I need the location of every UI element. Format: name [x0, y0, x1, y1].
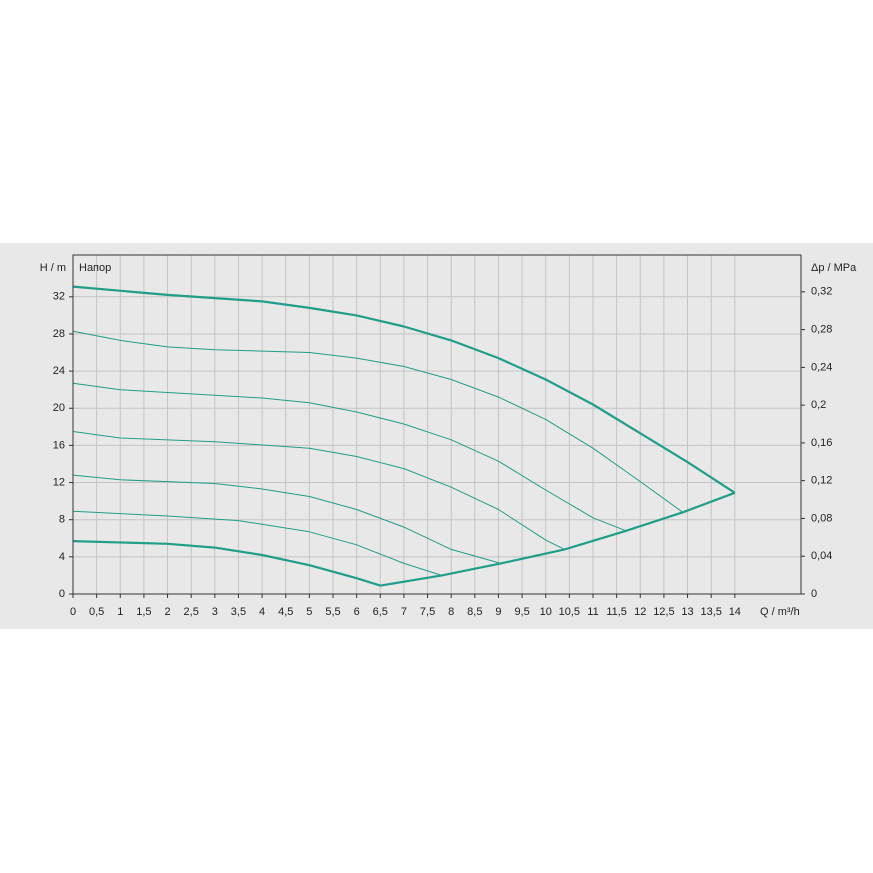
- curve: [380, 491, 736, 587]
- x-tick-label: 8,5: [467, 606, 482, 618]
- x-tick-label: 5: [306, 606, 312, 618]
- y2-tick-label: 0,08: [811, 512, 832, 524]
- y-axis-label: H / m: [40, 262, 66, 274]
- x-tick-label: 11: [587, 606, 598, 618]
- y-tick-label: 28: [53, 328, 65, 340]
- y-tick-label: 4: [59, 551, 65, 563]
- y-tick-label: 16: [53, 439, 65, 451]
- x-tick-label: 10,5: [559, 606, 580, 618]
- y2-tick-label: 0,32: [811, 286, 832, 298]
- x-tick-label: 0,5: [89, 606, 104, 618]
- x-tick-label: 11,5: [606, 606, 627, 618]
- curve: [72, 382, 627, 532]
- x-tick-label: 1: [117, 606, 123, 618]
- curve: [72, 510, 442, 576]
- x-tick-label: 12,5: [653, 606, 674, 618]
- x-axis-label: Q / m³/h: [760, 606, 800, 618]
- y-tick-label: 24: [53, 365, 65, 377]
- marks: [72, 285, 736, 587]
- x-tick-label: 1,5: [136, 606, 151, 618]
- y-tick-label: 8: [59, 514, 65, 526]
- chart-title: Напор: [79, 262, 111, 274]
- y-tick-label: 20: [53, 402, 65, 414]
- x-tick-label: 10: [540, 606, 552, 618]
- x-tick-label: 5,5: [325, 606, 340, 618]
- x-tick-label: 13: [681, 606, 693, 618]
- x-tick-label: 13,5: [700, 606, 721, 618]
- panel: [0, 243, 873, 629]
- x-tick-label: 9: [495, 606, 501, 618]
- x-tick-label: 7: [401, 606, 407, 618]
- y2-tick-label: 0,04: [811, 550, 832, 562]
- y2-tick-label: 0,24: [811, 361, 832, 373]
- curve: [72, 474, 501, 564]
- y2-tick-label: 0: [811, 588, 817, 600]
- y2-axis-label: Δp / MPa: [811, 262, 857, 274]
- y2-tick-label: 0,28: [811, 324, 832, 336]
- y2-tick-label: 0,2: [811, 399, 826, 411]
- x-tick-label: 2: [164, 606, 170, 618]
- x-tick-label: 12: [634, 606, 646, 618]
- y-tick-label: 0: [59, 588, 65, 600]
- x-tick-label: 3,5: [231, 606, 246, 618]
- x-tick-label: 6: [354, 606, 360, 618]
- curve: [72, 285, 736, 494]
- x-tick-label: 4,5: [278, 606, 293, 618]
- x-tick-label: 14: [729, 606, 741, 618]
- x-tick-label: 6,5: [373, 606, 388, 618]
- curve: [72, 330, 684, 513]
- x-tick-label: 9,5: [514, 606, 529, 618]
- y2-tick-label: 0,12: [811, 475, 832, 487]
- x-tick-label: 2,5: [184, 606, 199, 618]
- y-tick-label: 32: [53, 291, 65, 303]
- x-tick-label: 7,5: [420, 606, 435, 618]
- x-tick-label: 4: [259, 606, 265, 618]
- plot-frame: [72, 254, 802, 595]
- curve: [72, 431, 565, 550]
- curve: [72, 540, 381, 587]
- y2-tick-label: 0,16: [811, 437, 832, 449]
- x-tick-label: 3: [212, 606, 218, 618]
- x-tick-label: 8: [448, 606, 454, 618]
- y-tick-label: 12: [53, 476, 65, 488]
- grid: [69, 255, 805, 598]
- x-tick-label: 0: [70, 606, 76, 618]
